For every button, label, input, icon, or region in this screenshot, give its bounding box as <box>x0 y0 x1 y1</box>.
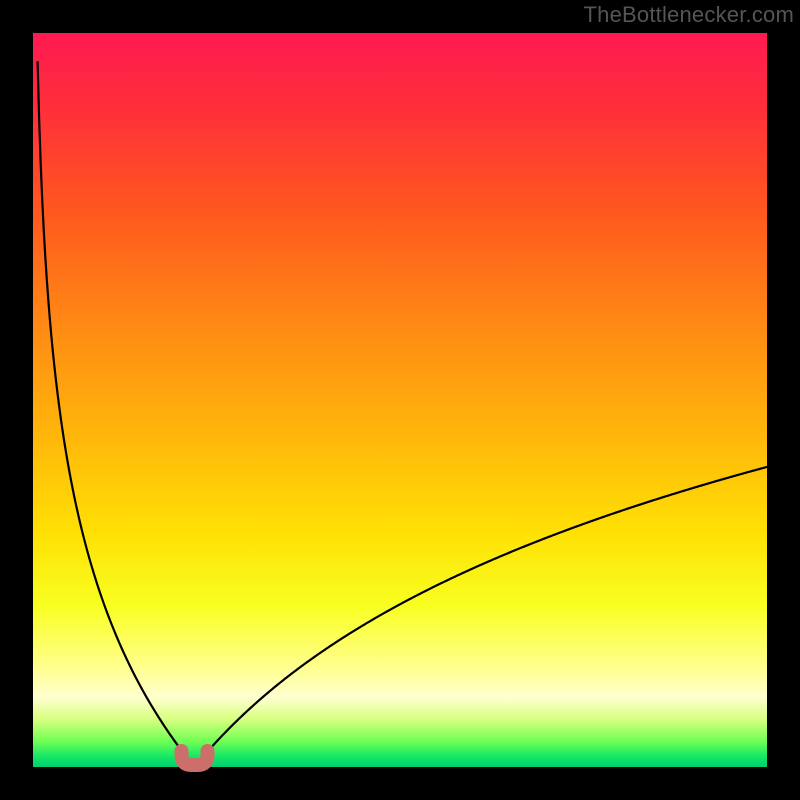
watermark-link[interactable]: TheBottlenecker.com <box>584 2 794 28</box>
plot-background <box>33 33 767 767</box>
chart-stage: TheBottlenecker.com <box>0 0 800 800</box>
chart-svg <box>0 0 800 800</box>
